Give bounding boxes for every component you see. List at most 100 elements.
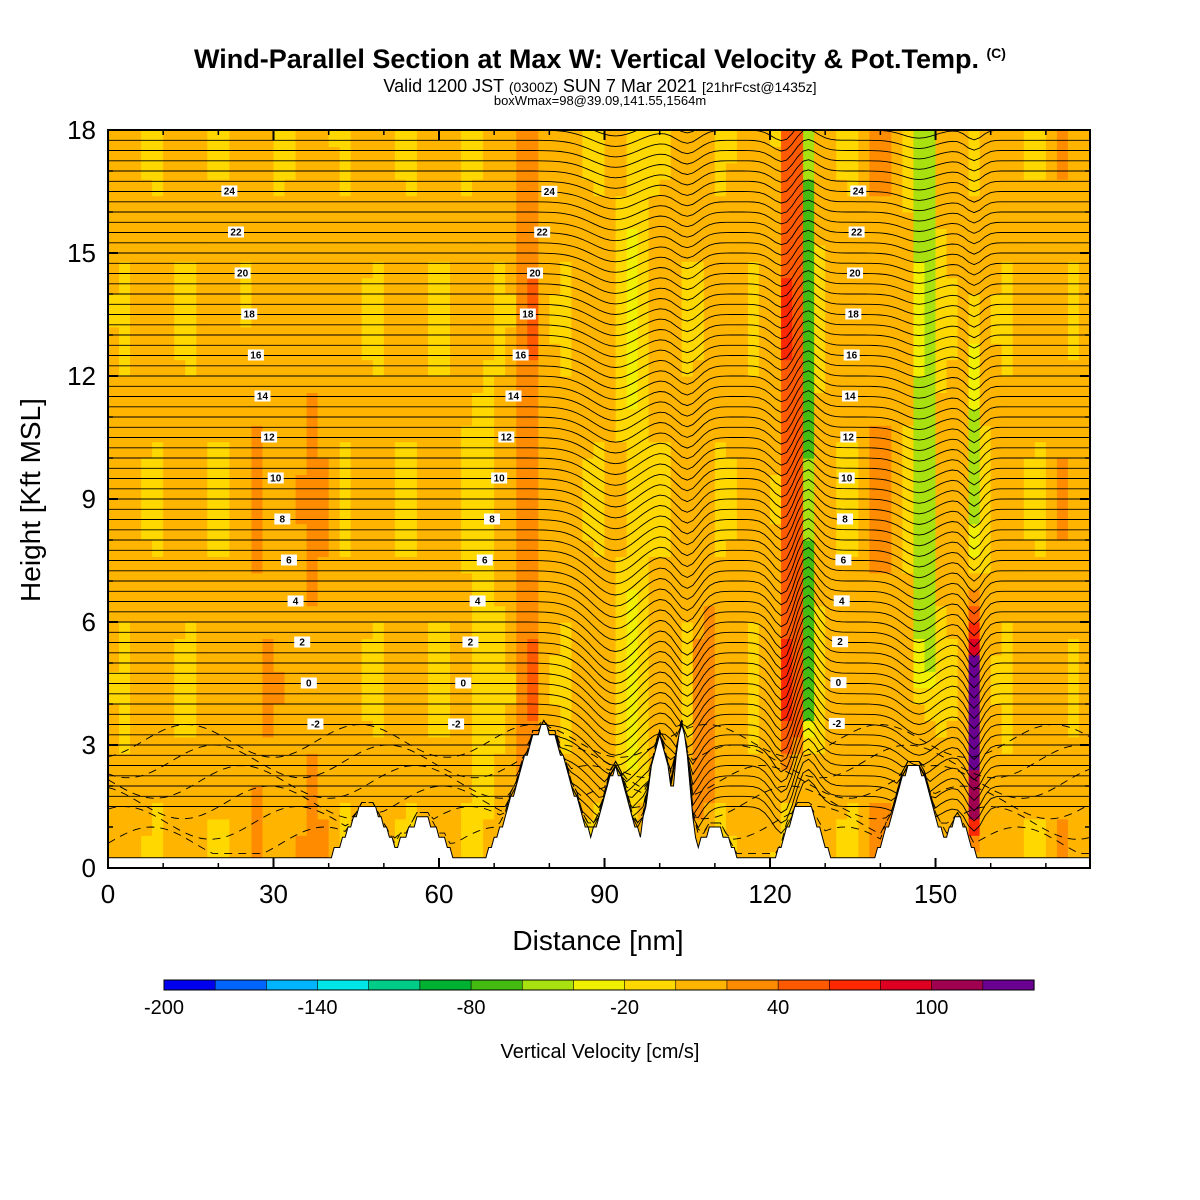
velocity-cell: [527, 228, 539, 246]
velocity-cell: [615, 212, 628, 229]
contour-label: 18: [845, 308, 862, 320]
velocity-cell: [825, 212, 837, 229]
velocity-cell: [792, 638, 804, 656]
velocity-cell: [670, 589, 683, 607]
velocity-cell: [758, 343, 771, 361]
velocity-cell: [968, 359, 981, 377]
velocity-cell: [571, 605, 584, 623]
velocity-cell: [439, 130, 451, 147]
velocity-cell: [825, 359, 837, 377]
velocity-cell: [604, 228, 617, 246]
velocity-cell: [549, 671, 561, 689]
velocity-cell: [196, 753, 208, 771]
velocity-cell: [747, 179, 760, 197]
velocity-cell: [891, 162, 904, 180]
velocity-cell: [681, 162, 694, 180]
velocity-cell: [913, 310, 926, 328]
velocity-cell: [350, 441, 363, 459]
theta-contour-line: [108, 300, 1090, 337]
velocity-cell: [394, 556, 407, 574]
velocity-cell: [141, 376, 153, 393]
velocity-cell: [560, 294, 573, 311]
velocity-cell: [825, 490, 837, 508]
contour-label-text: 10: [841, 473, 853, 484]
velocity-cell: [747, 507, 760, 525]
velocity-cell: [637, 343, 650, 361]
velocity-cell: [1012, 376, 1025, 393]
velocity-cell: [560, 261, 573, 279]
velocity-cell: [703, 786, 716, 803]
velocity-cell: [560, 622, 573, 639]
velocity-cell: [130, 507, 142, 525]
theta-contour-line: [108, 518, 1090, 574]
velocity-cell: [571, 326, 584, 344]
velocity-cell: [604, 146, 617, 164]
velocity-cell: [207, 474, 219, 492]
velocity-cell: [571, 392, 584, 410]
velocity-cell: [174, 638, 186, 656]
velocity-cell: [604, 638, 617, 656]
velocity-cell: [582, 244, 595, 262]
velocity-cell: [902, 310, 915, 328]
contour-label-text: 12: [501, 433, 513, 444]
velocity-cell: [229, 212, 242, 229]
velocity-cell: [979, 392, 992, 410]
velocity-cell: [394, 605, 407, 623]
velocity-cell: [273, 687, 286, 705]
velocity-cell: [1023, 753, 1036, 771]
velocity-cell: [1078, 556, 1090, 574]
velocity-cell: [439, 425, 451, 443]
velocity-cell: [328, 507, 341, 525]
velocity-cell: [781, 523, 793, 541]
velocity-cell: [174, 343, 186, 361]
theta-contour-line: [108, 130, 1090, 147]
contour-label-bg: [840, 431, 857, 443]
velocity-cell: [427, 605, 440, 623]
velocity-cell: [869, 474, 881, 492]
velocity-cell: [615, 261, 628, 279]
velocity-cell: [913, 425, 926, 443]
velocity-cell: [825, 277, 837, 295]
contour-label-bg: [505, 390, 522, 402]
velocity-cell: [505, 458, 517, 475]
theta-contour-line: [108, 219, 1090, 252]
velocity-cell: [405, 507, 418, 525]
colorbar-swatch: [726, 979, 779, 991]
velocity-cell: [505, 622, 517, 639]
velocity-cell: [141, 310, 153, 328]
velocity-cell: [240, 441, 253, 459]
velocity-cell: [891, 294, 904, 311]
velocity-cell: [692, 244, 705, 262]
velocity-cell: [659, 704, 672, 721]
velocity-cell: [1045, 294, 1058, 311]
velocity-cell: [770, 572, 782, 590]
velocity-cell: [461, 720, 473, 738]
velocity-cell: [505, 146, 517, 164]
velocity-cell: [681, 277, 694, 295]
velocity-cell: [494, 277, 506, 295]
velocity-cell: [185, 605, 197, 623]
velocity-cell: [450, 687, 462, 705]
velocity-cell: [891, 622, 904, 639]
velocity-cell: [560, 654, 573, 672]
velocity-cell: [1001, 835, 1014, 853]
velocity-cell: [273, 359, 286, 377]
velocity-cell: [472, 802, 484, 820]
velocity-cell: [1034, 523, 1047, 541]
velocity-cell: [1056, 425, 1069, 443]
velocity-cell: [306, 179, 319, 197]
velocity-cell: [935, 736, 948, 754]
velocity-cell: [736, 195, 749, 213]
velocity-cell: [207, 818, 219, 836]
velocity-cell: [141, 359, 153, 377]
velocity-cell: [1056, 277, 1069, 295]
contour-label-text: 24: [544, 187, 556, 198]
velocity-cell: [946, 572, 959, 590]
velocity-cell: [439, 540, 451, 557]
velocity-cell: [703, 343, 716, 361]
velocity-cell: [538, 212, 550, 229]
velocity-cell: [582, 261, 595, 279]
velocity-cell: [814, 605, 826, 623]
velocity-cell: [229, 638, 242, 656]
velocity-cell: [803, 376, 815, 393]
